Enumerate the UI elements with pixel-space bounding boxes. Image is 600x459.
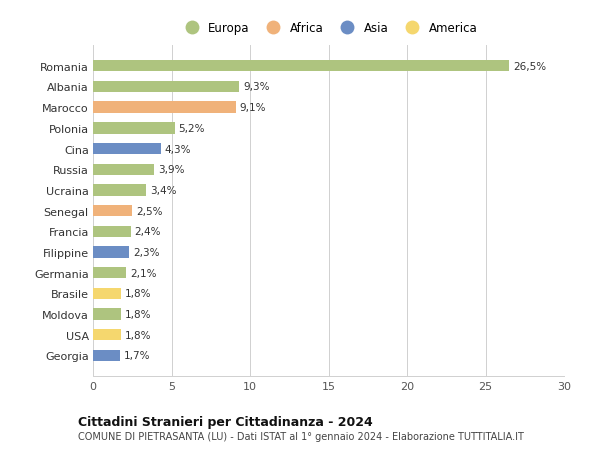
Text: 2,5%: 2,5% [136,206,163,216]
Bar [93,144,161,155]
Text: Cittadini Stranieri per Cittadinanza - 2024: Cittadini Stranieri per Cittadinanza - 2… [78,415,373,428]
Bar [93,330,121,341]
Text: 9,3%: 9,3% [243,82,269,92]
Text: 1,7%: 1,7% [124,351,150,361]
Bar [93,309,121,320]
Text: 4,3%: 4,3% [164,144,191,154]
Text: 5,2%: 5,2% [179,123,205,134]
Text: COMUNE DI PIETRASANTA (LU) - Dati ISTAT al 1° gennaio 2024 - Elaborazione TUTTIT: COMUNE DI PIETRASANTA (LU) - Dati ISTAT … [78,431,524,442]
Text: 26,5%: 26,5% [513,62,546,72]
Bar [93,268,126,279]
Bar [93,206,132,217]
Bar [93,61,509,72]
Text: 1,8%: 1,8% [125,309,152,319]
Bar [93,226,131,237]
Bar [93,123,175,134]
Text: 2,4%: 2,4% [134,227,161,237]
Bar [93,185,146,196]
Bar [93,164,154,175]
Text: 2,1%: 2,1% [130,268,157,278]
Bar [93,288,121,299]
Text: 3,4%: 3,4% [151,185,177,196]
Bar [93,350,119,361]
Bar [93,82,239,93]
Text: 1,8%: 1,8% [125,289,152,299]
Bar [93,247,129,258]
Bar [93,102,236,113]
Text: 3,9%: 3,9% [158,165,185,175]
Text: 1,8%: 1,8% [125,330,152,340]
Legend: Europa, Africa, Asia, America: Europa, Africa, Asia, America [180,22,477,35]
Text: 2,3%: 2,3% [133,247,160,257]
Text: 9,1%: 9,1% [240,103,266,113]
